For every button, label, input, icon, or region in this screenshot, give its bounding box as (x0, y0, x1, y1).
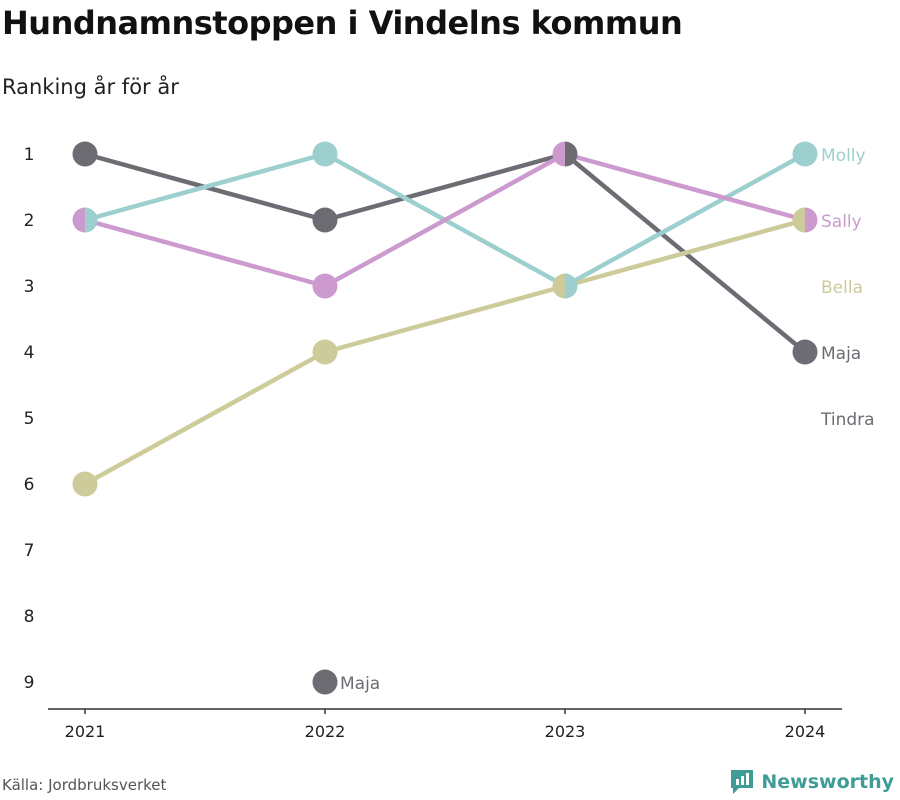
point-sally-2023 (552, 141, 565, 167)
series-lines (83, 151, 807, 486)
y-tick-label: 5 (24, 409, 35, 429)
series-line-maja (84, 151, 807, 354)
point-maja-2023 (565, 141, 578, 167)
end-label-tindra: Tindra (820, 410, 875, 430)
y-tick-label: 2 (24, 211, 35, 231)
y-tick-label: 1 (24, 145, 35, 165)
newsworthy-logo: Newsworthy (729, 768, 894, 796)
y-tick-label: 6 (24, 475, 35, 495)
point-maja-2024 (792, 339, 818, 365)
point-maja-2021 (72, 141, 98, 167)
x-tick-label: 2021 (65, 722, 106, 741)
brand-name: Newsworthy (761, 771, 894, 793)
end-label-molly: Molly (821, 146, 866, 166)
point-sally-2024 (805, 207, 818, 233)
y-tick-label: 4 (24, 343, 35, 363)
point-bella-2023 (552, 273, 565, 299)
series-line-sally (84, 151, 806, 289)
point-molly-2023 (565, 273, 578, 299)
y-tick-label: 9 (24, 673, 35, 693)
end-label-sally: Sally (821, 212, 862, 232)
point-molly-2021 (85, 207, 98, 233)
series-points (72, 141, 818, 695)
y-tick-label: 7 (24, 541, 35, 561)
bump-chart: 1 2 3 4 5 6 7 8 9 2021 2022 2023 2024 Maja Molly Sally B… (24, 141, 875, 741)
point-bella-2022 (312, 339, 338, 365)
x-tick-label: 2024 (785, 722, 826, 741)
y-tick-label: 8 (24, 607, 35, 627)
end-label-bella: Bella (821, 278, 863, 298)
point-maja-2022 (312, 207, 338, 233)
point-molly-2022 (312, 141, 338, 167)
point-sally-2021 (72, 207, 85, 233)
point-bella-2021 (72, 471, 98, 497)
point-molly-2024 (792, 141, 818, 167)
newsworthy-icon (731, 770, 754, 794)
source-note: Källa: Jordbruksverket (2, 776, 167, 794)
end-label-maja: Maja (821, 344, 861, 364)
point-label-maja: Maja (340, 674, 380, 694)
point-bella-2024 (792, 207, 805, 233)
point-maja-2022 (312, 669, 338, 695)
x-tick-label: 2023 (545, 722, 586, 741)
y-tick-label: 3 (24, 277, 35, 297)
chart-title: Hundnamnstoppen i Vindelns kommun (2, 4, 683, 42)
series-line-bella (83, 217, 806, 486)
point-sally-2022 (312, 273, 338, 299)
x-tick-label: 2022 (305, 722, 346, 741)
chart-subtitle: Ranking år för år (2, 75, 179, 99)
